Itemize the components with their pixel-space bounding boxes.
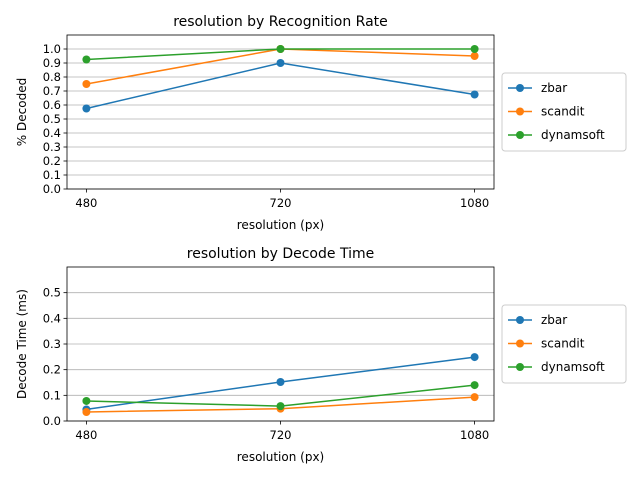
y-tick-label: 0.2 xyxy=(43,363,61,377)
legend: zbar scandit dynamsoft xyxy=(501,304,627,384)
legend-label: scandit xyxy=(541,105,585,119)
data-point xyxy=(82,408,91,417)
series-dynamsoft xyxy=(82,381,479,411)
y-tick-label: 0.4 xyxy=(43,126,61,140)
y-tick-label: 0.5 xyxy=(43,112,61,126)
y-tick-label: 0.1 xyxy=(43,388,61,402)
y-tick-label: 0.2 xyxy=(43,154,61,168)
legend-marker xyxy=(516,107,524,116)
y-tick-label: 0.0 xyxy=(43,414,61,428)
y-tick-label: 0.9 xyxy=(43,56,61,70)
y-tick-label: 0.8 xyxy=(43,70,61,84)
y-tick-label: 0.4 xyxy=(43,311,61,325)
legend-marker xyxy=(516,316,524,324)
series-dynamsoft xyxy=(82,45,479,64)
legend-label: dynamsoft xyxy=(541,360,605,374)
x-tick-label: 480 xyxy=(75,196,97,210)
chart-title: resolution by Decode Time xyxy=(187,246,374,262)
y-tick-label: 0.0 xyxy=(43,182,61,196)
data-point xyxy=(470,45,479,53)
data-point xyxy=(470,90,479,99)
legend-marker xyxy=(516,84,524,92)
y-gridlines xyxy=(67,48,494,190)
chart-title: resolution by Recognition Rate xyxy=(173,14,388,30)
decode-time-chart: resolution by Decode Time resolution (px… xyxy=(15,246,627,464)
x-axis-label: resolution (px) xyxy=(237,218,324,232)
y-tick-label: 0.5 xyxy=(43,286,61,300)
data-point xyxy=(82,55,91,64)
data-point xyxy=(470,353,479,362)
y-tick-label: 1.0 xyxy=(43,42,61,56)
legend-box xyxy=(501,304,627,384)
legend-marker xyxy=(516,131,524,139)
x-tick-label: 480 xyxy=(75,428,97,442)
legend-label: zbar xyxy=(541,313,567,327)
legend: zbar scandit dynamsoft xyxy=(501,72,627,152)
series-zbar xyxy=(82,59,479,113)
data-point xyxy=(276,59,285,67)
legend-marker xyxy=(516,339,524,348)
plot-frame xyxy=(66,266,495,422)
legend-label: zbar xyxy=(541,81,567,95)
y-tick-label: 0.3 xyxy=(43,337,61,351)
data-point xyxy=(276,45,285,53)
y-tick-label: 0.7 xyxy=(43,84,61,98)
plot-frame xyxy=(66,34,495,190)
data-point xyxy=(276,402,285,411)
series-line xyxy=(86,62,475,110)
y-axis-label: Decode Time (ms) xyxy=(15,289,29,399)
data-point xyxy=(276,377,285,386)
y-tick-label: 0.6 xyxy=(43,98,61,112)
legend-marker xyxy=(516,363,524,371)
legend-box xyxy=(501,72,627,152)
y-tick-label: 0.3 xyxy=(43,140,61,154)
legend-label: dynamsoft xyxy=(541,128,605,142)
x-axis-label: resolution (px) xyxy=(237,450,324,464)
legend-label: scandit xyxy=(541,337,585,351)
x-tick-label: 720 xyxy=(270,196,292,210)
recognition-rate-chart: resolution by Recognition Rate resolutio… xyxy=(15,14,627,232)
data-point xyxy=(470,393,479,402)
x-tick-label: 1080 xyxy=(460,428,489,442)
y-axis-label: % Decoded xyxy=(15,78,29,146)
data-point xyxy=(82,104,91,113)
x-tick-label: 1080 xyxy=(460,196,489,210)
x-tick-label: 720 xyxy=(270,428,292,442)
data-point xyxy=(82,80,91,88)
data-point xyxy=(470,381,479,390)
data-point xyxy=(82,396,91,405)
data-point xyxy=(470,52,479,60)
y-tick-label: 0.1 xyxy=(43,168,61,182)
y-gridlines xyxy=(67,292,494,422)
